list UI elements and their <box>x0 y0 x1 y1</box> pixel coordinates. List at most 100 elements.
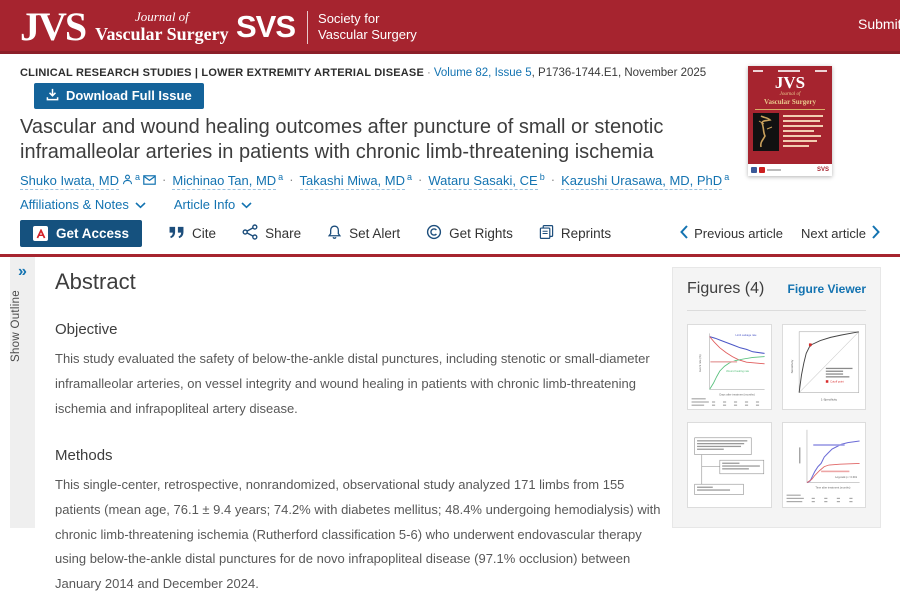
jvs-acronym: JVS <box>20 4 87 49</box>
pdf-icon <box>33 226 48 242</box>
reprints-icon <box>539 224 554 243</box>
article-nav: Previous article Next article <box>680 225 880 242</box>
person-icon[interactable] <box>122 174 133 185</box>
author-link[interactable]: Takashi Miwa, MD <box>299 173 405 191</box>
cover-masthead: JVS <box>774 73 806 92</box>
cover-footer: SVS <box>748 164 832 176</box>
facebook-icon <box>751 167 757 173</box>
download-full-issue-button[interactable]: Download Full Issue <box>34 82 204 109</box>
figure-thumbnail-4[interactable]: Log-rank p < 0.001 Time after treatment … <box>781 422 866 509</box>
figure-thumbnail-2[interactable]: Cutoff point 1-Specificity Sensitivity <box>781 324 866 411</box>
site-header: JVS Journal of Vascular Surgery SVS Soci… <box>0 0 900 54</box>
cite-icon <box>168 226 185 242</box>
objective-heading: Objective <box>55 321 118 339</box>
share-button[interactable]: Share <box>242 224 301 243</box>
email-icon[interactable] <box>143 175 156 185</box>
cover-toc-lines <box>783 113 827 151</box>
fig4-blue-series-label <box>812 444 845 446</box>
author: Kazushi Urasawa, MD, PhD a <box>561 171 730 191</box>
content-area: » Show Outline Abstract Objective This s… <box>0 257 900 591</box>
figures-panel-title: Figures (4) <box>687 280 765 298</box>
fig2-cutoff-point <box>808 343 812 347</box>
svs-divider <box>307 10 309 44</box>
figures-panel: Figures (4) Figure Viewer Limb salvage r… <box>672 267 881 529</box>
get-access-button[interactable]: Get Access <box>20 220 143 248</box>
chevron-down-icon <box>135 197 146 212</box>
previous-article-link[interactable]: Previous article <box>680 225 783 242</box>
fig3-box1-text <box>697 440 748 451</box>
fig2-stats-text <box>825 367 853 378</box>
section-label: CLINICAL RESEARCH STUDIES | LOWER EXTREM… <box>20 67 424 79</box>
issue-detail: , P1736-1744.E1, November 2025 <box>531 67 707 79</box>
fig4-red-series-label <box>820 470 849 473</box>
affiliations-notes-toggle[interactable]: Affiliations & Notes <box>20 197 146 212</box>
abstract-section: Abstract Objective This study evaluated … <box>55 257 667 591</box>
download-icon <box>46 88 59 104</box>
author-link[interactable]: Wataru Sasaki, CE <box>428 173 538 191</box>
cover-svs-logo: SVS <box>816 167 829 173</box>
cover-rule <box>755 109 825 110</box>
cite-button[interactable]: Cite <box>168 226 216 242</box>
copyright-icon <box>426 224 442 243</box>
section-divider <box>0 254 900 258</box>
article-title: Vascular and wound healing outcomes afte… <box>20 115 664 163</box>
get-rights-button[interactable]: Get Rights <box>426 224 513 243</box>
chevron-right-icon <box>872 225 880 242</box>
fig4-annotation: Log-rank p < 0.001 <box>835 475 857 479</box>
reprints-button[interactable]: Reprints <box>539 224 611 243</box>
methods-heading: Methods <box>55 447 113 465</box>
author-link[interactable]: Shuko Iwata, MD <box>20 173 119 191</box>
objective-text: This study evaluated the safety of below… <box>55 351 650 416</box>
outline-rail: » Show Outline <box>10 257 35 529</box>
fig4-x-axis-label: Time after treatment (months) <box>815 486 850 490</box>
fig2-legend-label: Cutoff point <box>830 380 844 384</box>
fig1-red-series-label <box>710 361 738 363</box>
author: Michinao Tan, MD a <box>172 171 284 191</box>
share-icon <box>242 224 258 243</box>
author: Shuko Iwata, MD a <box>20 172 156 191</box>
chevron-left-icon <box>680 225 688 242</box>
fig3-box3-text <box>697 486 731 491</box>
cover-top-text <box>753 70 827 72</box>
set-alert-button[interactable]: Set Alert <box>327 224 400 243</box>
methods-text: This single-center, retrospective, nonra… <box>55 477 661 591</box>
author-link[interactable]: Michinao Tan, MD <box>172 173 277 191</box>
abstract-heading: Abstract <box>55 269 136 295</box>
fig2-x-axis-label: 1-Specificity <box>820 398 837 402</box>
figure-thumbnail-1[interactable]: Limb salvage rate Wound healing rate Day… <box>687 324 772 411</box>
fig3-box2-text <box>722 462 760 470</box>
fig1-risk-table <box>691 398 760 406</box>
svs-acronym: SVS <box>236 9 296 44</box>
author: Wataru Sasaki, CE b <box>428 171 545 191</box>
issue-link[interactable]: Volume 82, Issue 5 <box>433 67 532 79</box>
svs-tagline: Society for Vascular Surgery <box>318 11 417 42</box>
figures-divider <box>687 310 866 312</box>
figures-grid: Limb salvage rate Wound healing rate Day… <box>687 324 866 509</box>
fig2-y-axis-label: Sensitivity <box>789 359 793 373</box>
jvs-logo[interactable]: JVS Journal of Vascular Surgery <box>20 5 229 49</box>
fig1-blue-series-label: Limb salvage rate <box>736 333 758 337</box>
article-toolbar: Get Access Cite Share Set Alert Get Righ… <box>20 220 880 248</box>
journal-cover-thumbnail[interactable]: JVS Journal of Vascular Surgery SVS <box>748 66 832 176</box>
figure-thumbnail-3[interactable] <box>687 422 772 509</box>
youtube-icon <box>759 167 765 173</box>
article-info-toggle[interactable]: Article Info <box>174 197 252 212</box>
figure-viewer-link[interactable]: Figure Viewer <box>787 282 866 297</box>
show-outline-label[interactable]: Show Outline <box>10 290 22 363</box>
fig1-x-axis-label: Days after treatment (months) <box>719 393 754 397</box>
issue-line: CLINICAL RESEARCH STUDIES | LOWER EXTREM… <box>20 65 720 109</box>
fig1-green-series-label: Wound healing rate <box>726 369 750 373</box>
jvs-tagline: Journal of Vascular Surgery <box>95 9 229 44</box>
meta-links: Affiliations & Notes Article Info <box>20 197 880 212</box>
expand-outline-icon[interactable]: » <box>18 263 27 281</box>
fig2-legend-swatch <box>825 380 828 383</box>
author-link[interactable]: Kazushi Urasawa, MD, PhD <box>561 173 723 191</box>
author-list: Shuko Iwata, MD a · Michinao Tan, MD a · T… <box>20 171 730 191</box>
next-article-link[interactable]: Next article <box>801 225 880 242</box>
chevron-down-icon <box>241 197 252 212</box>
cover-art-image <box>753 113 779 151</box>
svs-logo[interactable]: SVS Society for Vascular Surgery <box>236 9 417 45</box>
submit-link[interactable]: Submit <box>858 16 900 32</box>
author: Takashi Miwa, MD a <box>299 171 413 191</box>
